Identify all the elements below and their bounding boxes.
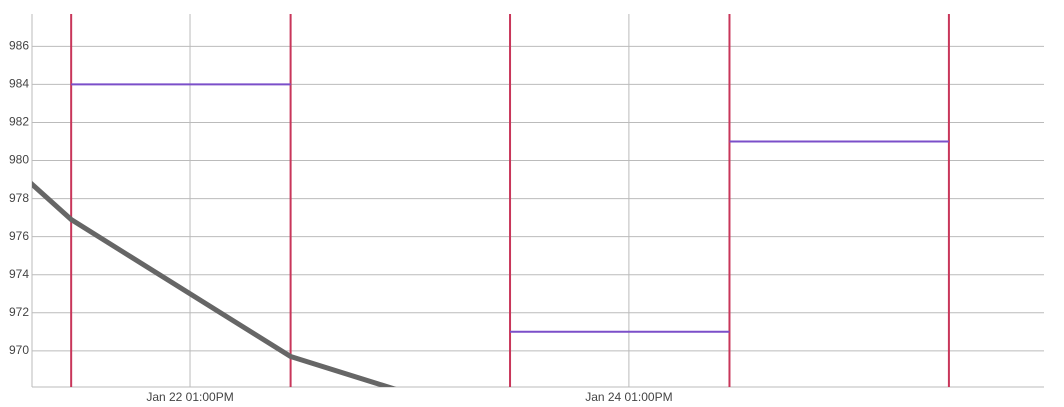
y-tick-label: 974 (9, 267, 29, 281)
labels: 970 972 974 976 978 980 982 984 986 Jan 22 01:00P… (9, 39, 673, 405)
y-tick-label: 986 (9, 39, 29, 53)
series-line (32, 180, 397, 387)
x-tick-label: Jan 24 01:00PM (585, 390, 672, 404)
y-tick-label: 970 (9, 343, 29, 357)
y-tick-label: 980 (9, 153, 29, 167)
y-tick-label: 984 (9, 77, 29, 91)
y-tick-label: 976 (9, 229, 29, 243)
plot-area (32, 14, 950, 387)
y-tick-label: 982 (9, 115, 29, 129)
x-tick-label: Jan 22 01:00PM (146, 390, 233, 404)
y-tick-label: 972 (9, 305, 29, 319)
y-tick-label: 978 (9, 191, 29, 205)
grid (31, 14, 1044, 388)
